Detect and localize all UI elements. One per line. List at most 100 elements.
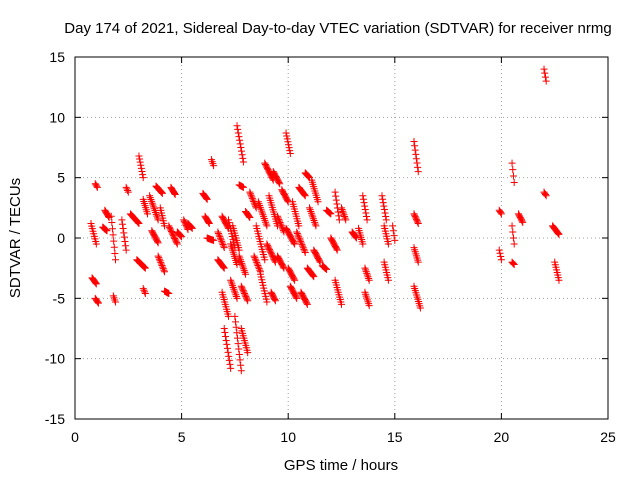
data-point [135,152,143,160]
data-point [118,216,126,224]
data-point [227,276,235,284]
data-point [173,239,181,247]
data-point [139,174,147,182]
data-point [290,239,298,247]
data-point [235,350,243,358]
data-point [158,189,166,197]
data-point [218,239,226,247]
data-point [277,222,285,230]
data-point [136,158,144,166]
data-point [251,201,259,209]
data-point [171,190,179,198]
data-point [230,285,238,293]
data-point [541,191,549,199]
data-point [240,267,248,275]
data-point [255,263,263,271]
data-point [239,287,247,295]
data-point [124,188,132,196]
data-point [244,349,252,357]
data-point [141,288,149,296]
data-point [285,144,293,152]
data-point [108,218,116,226]
x-tick-label: 5 [178,429,186,445]
data-point [360,199,368,207]
data-point [225,356,233,364]
data-point [509,166,517,174]
data-point [240,265,248,273]
data-point [237,144,245,151]
data-point [333,200,341,208]
data-point [122,242,130,250]
data-point [541,69,549,77]
data-point [210,236,218,244]
data-point [159,263,167,271]
data-point [284,138,292,146]
data-point [326,209,334,217]
data-point [205,220,213,228]
data-point [239,158,247,166]
data-point [238,147,246,155]
data-point [340,211,348,219]
data-point [119,225,127,233]
data-point [109,231,117,239]
data-point [364,273,372,281]
data-point [235,252,243,260]
data-point [510,178,518,186]
data-point [497,210,505,218]
data-point [238,261,246,269]
data-point [239,154,247,162]
data-point [410,137,418,145]
data-point [136,155,144,163]
data-point [298,241,306,249]
data-point [309,272,317,280]
data-point [301,248,309,256]
data-point [338,206,346,214]
data-point [238,284,246,292]
data-point [308,211,316,219]
y-axis-label: SDTVAR / TECUs [7,178,24,298]
data-point [510,240,518,248]
data-point [518,217,526,225]
data-point [154,252,162,260]
data-point [509,259,517,267]
data-point [251,254,259,262]
data-point [205,218,213,226]
data-point [173,240,181,248]
data-point [120,233,128,241]
data-point [141,264,149,272]
data-point [495,246,503,254]
data-point [496,249,504,257]
data-point [235,345,243,353]
data-point [278,223,286,231]
data-point [254,262,262,270]
data-point [220,242,228,250]
data-point [236,140,244,148]
data-point [107,212,115,220]
data-point [303,300,311,308]
data-point [380,206,388,214]
data-point [391,236,399,244]
data-point [321,264,329,272]
data-point [171,191,179,199]
data-point [227,278,235,286]
data-point [203,195,211,203]
data-point [238,259,246,267]
data-point [134,218,142,226]
data-point [245,213,253,221]
data-point [276,180,284,188]
data-point [220,264,228,272]
data-point [222,336,230,344]
data-point [363,296,371,304]
data-point [361,264,369,272]
data-point [222,332,230,340]
data-point [279,263,287,271]
data-point [202,194,210,202]
data-point [338,300,345,308]
data-point [509,234,517,242]
data-point [233,329,241,337]
data-point [139,171,147,179]
data-point [509,228,517,236]
data-point [300,190,308,198]
data-point [108,225,116,233]
data-point [228,280,236,288]
